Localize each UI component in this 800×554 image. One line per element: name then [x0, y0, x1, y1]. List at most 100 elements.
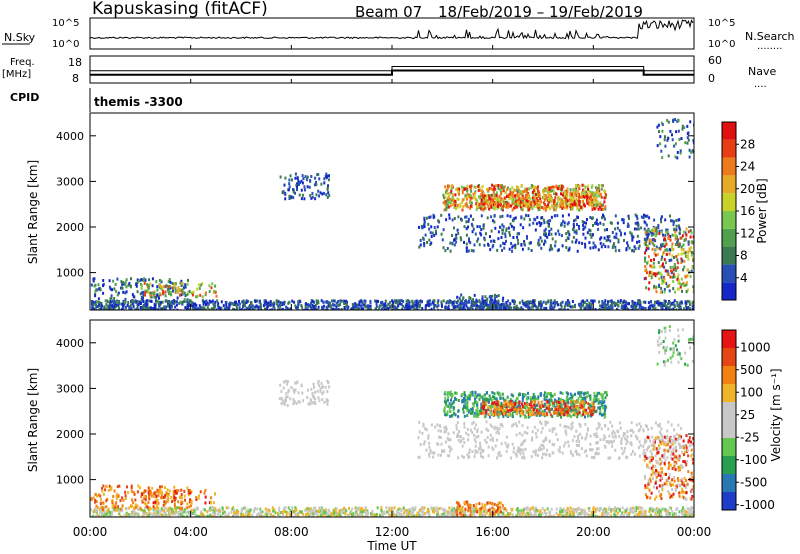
range-cell [565, 189, 568, 193]
range-cell [505, 229, 508, 232]
range-cell [583, 511, 586, 515]
range-cell [651, 238, 654, 242]
range-cell [533, 301, 536, 304]
range-cell [661, 507, 664, 511]
range-cell [598, 192, 601, 196]
range-cell [568, 511, 571, 515]
range-cell [509, 233, 511, 237]
range-cell [585, 221, 587, 225]
range-cell [561, 244, 564, 248]
range-cell [590, 192, 593, 196]
range-cell [637, 246, 640, 250]
range-cell [627, 214, 630, 218]
range-cell [537, 204, 540, 208]
range-cell [203, 306, 206, 310]
range-cell [667, 234, 670, 238]
range-cell [494, 194, 497, 198]
range-cell [573, 202, 576, 206]
range-cell [248, 514, 251, 517]
range-cell [660, 258, 663, 261]
range-cell [683, 265, 686, 269]
range-cell [533, 507, 536, 511]
range-cell [491, 193, 493, 197]
range-cell [607, 245, 610, 249]
range-cell [181, 288, 184, 292]
range-cell [213, 303, 216, 307]
range-cell [550, 299, 553, 303]
range-cell [388, 508, 391, 512]
range-cell [303, 308, 306, 310]
range-cell [409, 510, 412, 514]
range-cell [397, 299, 400, 303]
range-cell [653, 265, 656, 269]
range-cell [271, 506, 274, 510]
range-cell [185, 514, 188, 517]
range-cell [398, 299, 401, 303]
range-cell [616, 226, 619, 230]
range-cell [647, 232, 650, 236]
range-cell [118, 509, 121, 513]
colorbar-segment [722, 157, 736, 176]
range-cell [626, 514, 629, 517]
range-cell [465, 304, 468, 308]
range-cell [657, 308, 659, 310]
range-cell [500, 203, 502, 207]
range-cell [658, 246, 661, 250]
range-cell [159, 306, 162, 310]
range-cell [564, 199, 567, 203]
range-cell [531, 201, 534, 205]
range-cell [489, 299, 492, 303]
range-cell [316, 514, 319, 517]
range-cell [630, 308, 633, 310]
range-cell [160, 280, 163, 284]
range-cell [364, 506, 367, 510]
range-cell [550, 197, 553, 201]
range-cell [584, 300, 586, 304]
range-cell [538, 193, 541, 197]
range-cell [692, 266, 694, 269]
range-cell [648, 255, 650, 259]
range-cell [468, 239, 471, 243]
range-cell [480, 214, 483, 218]
range-cell [325, 305, 328, 309]
range-cell [381, 512, 384, 516]
range-cell [473, 512, 476, 516]
range-cell [369, 299, 372, 303]
range-cell [486, 187, 488, 191]
range-cell [686, 141, 689, 145]
range-cell [497, 294, 500, 298]
range-cell [588, 508, 591, 512]
range-cell [566, 199, 569, 203]
range-cell [277, 308, 280, 310]
range-cell [551, 189, 554, 193]
range-cell [490, 514, 493, 517]
power-ylabel: Slant Range [km] [26, 160, 40, 264]
range-cell [228, 303, 231, 307]
range-cell [588, 507, 591, 511]
range-cell [143, 281, 146, 285]
range-cell [353, 304, 356, 308]
range-cell [329, 302, 331, 305]
range-cell [521, 198, 524, 202]
range-cell [621, 305, 624, 309]
range-cell [522, 201, 525, 205]
range-cell [161, 291, 164, 295]
range-cell [360, 506, 363, 510]
range-cell [544, 198, 546, 202]
range-cell [442, 510, 445, 514]
range-cell [398, 513, 401, 517]
range-cell [601, 216, 603, 220]
range-cell [102, 291, 105, 295]
range-cell [450, 184, 453, 188]
range-cell [149, 291, 152, 295]
range-cell [669, 266, 672, 269]
range-cell [589, 191, 592, 195]
range-cell [647, 247, 650, 250]
range-cell [206, 301, 209, 305]
range-cell [90, 283, 93, 287]
range-cell [640, 215, 643, 219]
range-cell [350, 511, 353, 515]
range-cell [644, 221, 647, 225]
range-cell [593, 509, 596, 513]
range-cell [675, 219, 678, 222]
